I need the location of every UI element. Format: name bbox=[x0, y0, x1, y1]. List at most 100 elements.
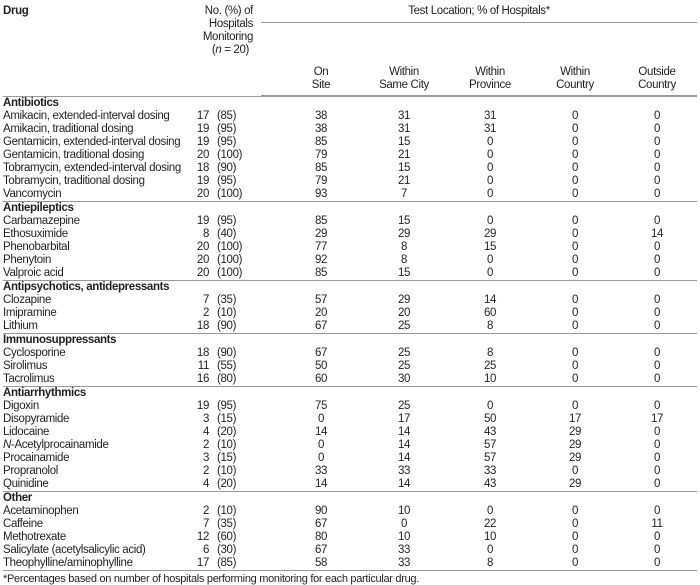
hospitals-percent: (60) bbox=[217, 530, 237, 543]
outside-country: 0 bbox=[653, 135, 661, 148]
outside-country: 0 bbox=[653, 306, 661, 319]
header-within-province: Within Province bbox=[447, 22, 534, 96]
outside-country: 0 bbox=[653, 240, 661, 253]
drug-name: Gentamicin, extended-interval dosing bbox=[3, 135, 181, 148]
drug-name: Tobramycin, extended-interval dosing bbox=[3, 161, 181, 174]
hospitals-count: 17 bbox=[187, 556, 209, 571]
drug-name: Procainamide bbox=[3, 451, 70, 464]
hospitals-percent: (85) bbox=[217, 109, 237, 122]
outside-country: 0 bbox=[617, 372, 698, 387]
drug-name: Phenobarbital bbox=[3, 240, 70, 253]
hospitals-percent: (80) bbox=[209, 372, 262, 387]
on-site: 67 bbox=[261, 319, 362, 334]
table-row: Methotrexate 12 (60) 80 10 10 0 0 bbox=[3, 531, 697, 544]
on-site: 14 bbox=[261, 477, 362, 492]
table-row: Gentamicin, extended-interval dosing 19 (9… bbox=[3, 136, 697, 149]
hospitals-percent: (20) bbox=[217, 425, 237, 438]
hospitals-percent: (10) bbox=[217, 306, 237, 319]
within-country: 0 bbox=[571, 346, 579, 359]
header-within-same-city: Within Same City bbox=[361, 22, 448, 96]
table-row: Salicylate (acetylsalicylic acid) 6 (30) 67… bbox=[3, 544, 697, 557]
header-outside-country: Outside Country bbox=[617, 22, 698, 96]
table-row: Imipramine 2 (10) 20 20 60 0 0 bbox=[3, 307, 697, 320]
on-site: 60 bbox=[261, 372, 362, 387]
drug-name: Lithium bbox=[3, 319, 187, 334]
outside-country: 0 bbox=[617, 266, 698, 281]
hospitals-percent: (15) bbox=[217, 451, 237, 464]
table-row: Tobramycin, extended-interval dosing 18 (9… bbox=[3, 162, 697, 175]
hospitals-count: 6 bbox=[202, 543, 209, 556]
hospitals-count: 2 bbox=[202, 438, 209, 451]
drug-name: Disopyramide bbox=[3, 412, 70, 425]
within-same-city: 15 bbox=[397, 214, 411, 227]
table-row: Acetaminophen 2 (10) 90 10 0 0 0 bbox=[3, 505, 697, 518]
within-country: 0 bbox=[571, 306, 579, 319]
within-province: 8 bbox=[447, 556, 534, 571]
on-site: 38 bbox=[314, 122, 328, 135]
within-country: 0 bbox=[571, 240, 579, 253]
within-country: 0 bbox=[571, 227, 579, 240]
within-country: 0 bbox=[571, 253, 579, 266]
table-row: Vancomycin 20 (100) 93 7 0 0 0 bbox=[3, 187, 698, 202]
on-site: 14 bbox=[314, 425, 328, 438]
within-same-city: 31 bbox=[397, 109, 411, 122]
drug-name: Quinidine bbox=[3, 477, 187, 492]
drug-name: Imipramine bbox=[3, 306, 57, 319]
within-province: 57 bbox=[483, 438, 497, 451]
outside-country: 0 bbox=[653, 359, 661, 372]
within-country: 0 bbox=[533, 266, 618, 281]
within-province: 0 bbox=[486, 504, 494, 517]
hospitals-count: 2 bbox=[202, 504, 209, 517]
within-same-city: 29 bbox=[397, 227, 411, 240]
on-site: 79 bbox=[314, 148, 328, 161]
drug-name: Tacrolimus bbox=[3, 372, 187, 387]
within-same-city: 25 bbox=[397, 399, 411, 412]
drug-name: Methotrexate bbox=[3, 530, 66, 543]
outside-country: 17 bbox=[650, 412, 664, 425]
header-drug: Drug bbox=[3, 5, 29, 17]
hospitals-count: 3 bbox=[202, 451, 209, 464]
within-same-city: 10 bbox=[397, 530, 411, 543]
table-row: Phenobarbital 20 (100) 77 8 15 0 0 bbox=[3, 241, 697, 254]
outside-country: 0 bbox=[653, 109, 661, 122]
outside-country: 14 bbox=[650, 227, 664, 240]
on-site: 77 bbox=[314, 240, 328, 253]
table-row: Tacrolimus 16 (80) 60 30 10 0 0 bbox=[3, 372, 698, 387]
hospitals-count: 19 bbox=[196, 214, 209, 227]
within-province: 0 bbox=[486, 174, 494, 187]
table-row: Carbamazepine 19 (95) 85 15 0 0 0 bbox=[3, 215, 697, 228]
within-same-city: 17 bbox=[397, 412, 411, 425]
header-test-location: Test Location; % of Hospitals* bbox=[261, 0, 698, 23]
table-row: Tobramycin, traditional dosing 19 (95) 79 21… bbox=[3, 175, 697, 188]
section-heading-row: Antiarrhythmics bbox=[3, 386, 697, 400]
hospitals-count: 19 bbox=[196, 399, 209, 412]
hospitals-count: 17 bbox=[196, 109, 209, 122]
within-province: 60 bbox=[483, 306, 497, 319]
on-site: 92 bbox=[314, 253, 328, 266]
within-same-city: 14 bbox=[397, 425, 411, 438]
table-row: Amikacin, extended-interval dosing 17 (85)… bbox=[3, 110, 697, 123]
table-row: Clozapine 7 (35) 57 29 14 0 0 bbox=[3, 294, 697, 307]
within-same-city: 21 bbox=[397, 148, 411, 161]
drug-name: Tobramycin, traditional dosing bbox=[3, 174, 145, 187]
within-country: 0 bbox=[571, 109, 579, 122]
outside-country: 0 bbox=[617, 477, 698, 492]
within-province: 0 bbox=[447, 266, 534, 281]
hospitals-percent: (100) bbox=[217, 240, 243, 253]
on-site: 0 bbox=[317, 438, 325, 451]
drug-name: Cyclosporine bbox=[3, 346, 66, 359]
hospitals-count: 18 bbox=[187, 319, 209, 334]
hospitals-percent: (100) bbox=[217, 148, 243, 161]
within-country: 0 bbox=[533, 319, 618, 334]
table-row: Caffeine 7 (35) 67 0 22 0 11 bbox=[3, 518, 697, 531]
hospitals-count: 12 bbox=[196, 530, 209, 543]
table-row: Valproic acid 20 (100) 85 15 0 0 0 bbox=[3, 266, 698, 281]
hospitals-percent: (40) bbox=[217, 227, 237, 240]
hospitals-count: 8 bbox=[202, 227, 209, 240]
outside-country: 0 bbox=[653, 293, 661, 306]
within-province: 8 bbox=[447, 319, 534, 334]
on-site: 38 bbox=[314, 109, 328, 122]
section-heading: Antipsychotics, antidepressants bbox=[3, 280, 170, 293]
within-same-city: 29 bbox=[397, 293, 411, 306]
within-province: 8 bbox=[486, 346, 494, 359]
